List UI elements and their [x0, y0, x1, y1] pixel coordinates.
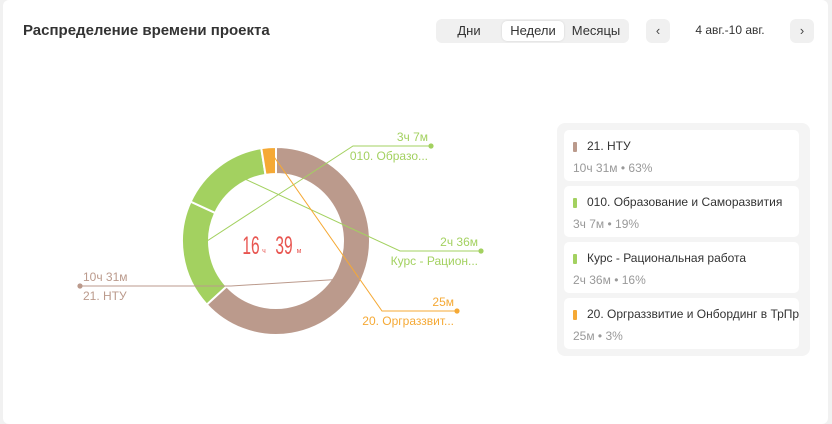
center-minutes: 39: [275, 232, 292, 260]
legend-item-name: Курс - Рациональная работа: [587, 251, 747, 265]
legend-item[interactable]: 21. НТУ 10ч 31м • 63%: [564, 130, 799, 181]
legend-item-name: 21. НТУ: [587, 139, 631, 153]
date-range: 4 авг.-10 авг.: [695, 23, 765, 37]
legend-swatch: [573, 142, 577, 152]
legend-swatch: [573, 198, 577, 208]
donut-slice[interactable]: [205, 145, 371, 336]
callout-label: 20. Орграззвит...: [362, 314, 454, 328]
next-period-button[interactable]: ›: [790, 19, 814, 43]
callout-dot: [454, 308, 460, 314]
legend-item-value: 2ч 36м • 16%: [573, 273, 646, 287]
callout-line: [184, 145, 431, 256]
legend-item[interactable]: 20. Орграззвитие и Онбординг в ТрПр 25м …: [564, 298, 799, 349]
legend-item-value: 3ч 7м • 19%: [573, 217, 640, 231]
tab-months[interactable]: Месяцы: [571, 23, 621, 38]
donut-slice[interactable]: [189, 147, 267, 215]
legend-swatch: [573, 310, 577, 320]
donut-chart: 3ч 7м 010. Образо... 2ч 36м Курс - Рацион..…: [77, 130, 484, 336]
callout-line: [80, 277, 361, 287]
prev-period-button[interactable]: ‹: [646, 19, 670, 43]
card-title: Распределение времени проекта: [23, 22, 270, 39]
legend-item[interactable]: 010. Образование и Саморазвития 3ч 7м • …: [564, 186, 799, 237]
legend-item-value: 25м • 3%: [573, 329, 623, 343]
tab-weeks[interactable]: Недели: [502, 21, 564, 41]
center-minutes-unit: м: [297, 248, 302, 255]
chevron-right-icon: ›: [799, 23, 805, 38]
legend-swatch: [573, 254, 577, 264]
callout-label: 21. НТУ: [83, 289, 127, 303]
callout-value: 25м: [432, 295, 454, 309]
callout-label: Курс - Рацион...: [391, 254, 478, 268]
period-switcher: Дни Недели Месяцы: [436, 19, 629, 43]
legend-item-value: 10ч 31м • 63%: [573, 161, 653, 175]
legend-item[interactable]: Курс - Рациональная работа 2ч 36м • 16%: [564, 242, 799, 293]
legend-item-name: 20. Орграззвитие и Онбординг в ТрПр: [587, 307, 800, 321]
callout-dot: [478, 248, 484, 254]
callout-dot: [77, 283, 83, 289]
callout-value: 2ч 36м: [440, 235, 478, 249]
callout-value: 3ч 7м: [397, 130, 428, 144]
callout-value: 10ч 31м: [83, 270, 128, 284]
chevron-left-icon: ‹: [655, 23, 661, 38]
callout-dot: [428, 143, 434, 149]
legend-item-name: 010. Образование и Саморазвития: [587, 195, 783, 209]
callout-line: [268, 148, 457, 312]
center-hours: 16: [242, 232, 259, 260]
callout-line: [220, 167, 481, 252]
legend: 21. НТУ 10ч 31м • 63% 010. Образование и…: [557, 123, 810, 356]
center-hours-unit: ч: [262, 248, 266, 255]
tab-days[interactable]: Дни: [457, 23, 481, 38]
callout-label: 010. Образо...: [350, 149, 428, 163]
